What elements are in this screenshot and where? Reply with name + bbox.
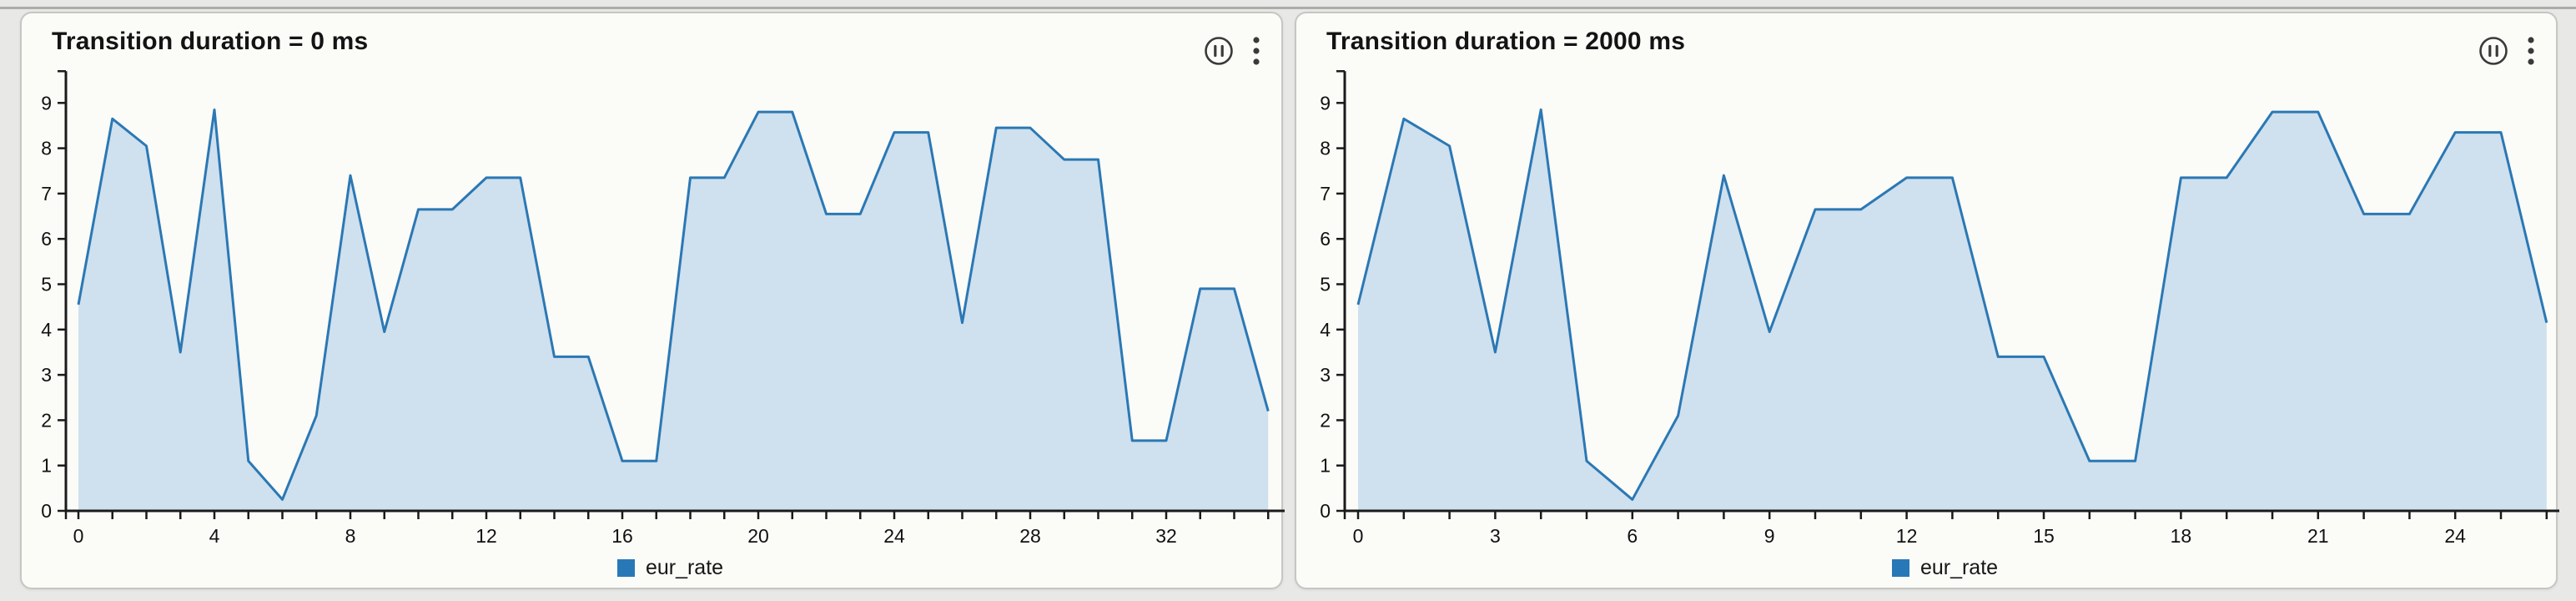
legend: eur_rate <box>68 556 1273 580</box>
svg-text:4: 4 <box>1320 319 1331 341</box>
chart-panel-0: 0 1 2 3 4 5 6 7 8 9 0 4 8 12 16 20 24 28 32 Transition dur… <box>20 12 1285 589</box>
svg-text:0: 0 <box>41 500 52 522</box>
svg-text:8: 8 <box>1320 138 1331 159</box>
svg-text:3: 3 <box>41 364 52 386</box>
panel-toolbar <box>2478 33 2538 68</box>
svg-text:3: 3 <box>1320 364 1331 386</box>
svg-text:7: 7 <box>1320 183 1331 205</box>
legend-swatch <box>1891 559 1909 577</box>
svg-text:18: 18 <box>2171 525 2192 547</box>
svg-text:5: 5 <box>1320 274 1331 295</box>
svg-text:9: 9 <box>1764 525 1775 547</box>
pause-circle-icon <box>2479 37 2508 65</box>
legend: eur_rate <box>1342 556 2548 580</box>
svg-text:2: 2 <box>1320 409 1331 431</box>
menu-button[interactable] <box>1250 33 1263 68</box>
svg-text:12: 12 <box>475 525 497 547</box>
svg-text:16: 16 <box>611 525 633 547</box>
svg-text:6: 6 <box>1320 228 1331 250</box>
svg-text:8: 8 <box>41 138 52 159</box>
svg-text:0: 0 <box>1320 500 1331 522</box>
svg-text:0: 0 <box>1353 525 1364 547</box>
legend-swatch <box>616 559 635 577</box>
svg-text:8: 8 <box>345 525 356 547</box>
kebab-menu-icon <box>1253 37 1260 65</box>
chart-panel-1: 0 1 2 3 4 5 6 7 8 9 0 3 6 9 12 15 18 21 24 Transition dura… <box>1295 12 2559 589</box>
svg-text:2: 2 <box>41 409 52 431</box>
svg-text:15: 15 <box>2033 525 2055 547</box>
svg-text:28: 28 <box>1019 525 1041 547</box>
pause-button[interactable] <box>1203 35 1235 67</box>
svg-text:6: 6 <box>1627 525 1638 547</box>
pause-button[interactable] <box>2478 35 2509 67</box>
legend-label: eur_rate <box>645 556 724 579</box>
svg-text:7: 7 <box>41 183 52 205</box>
svg-text:3: 3 <box>1490 525 1501 547</box>
svg-text:6: 6 <box>41 228 52 250</box>
svg-text:0: 0 <box>73 525 84 547</box>
svg-text:32: 32 <box>1155 525 1177 547</box>
svg-text:5: 5 <box>41 274 52 295</box>
svg-text:20: 20 <box>747 525 769 547</box>
pause-circle-icon <box>1205 37 1233 65</box>
svg-text:1: 1 <box>1320 455 1331 477</box>
top-divider <box>0 7 2576 9</box>
svg-text:4: 4 <box>41 319 52 341</box>
panel-title: Transition duration = 2000 ms <box>1326 28 1686 55</box>
panel-title: Transition duration = 0 ms <box>52 28 369 55</box>
svg-text:21: 21 <box>2307 525 2329 547</box>
svg-text:9: 9 <box>1320 92 1331 114</box>
svg-text:1: 1 <box>41 455 52 477</box>
menu-button[interactable] <box>2524 33 2538 68</box>
svg-text:24: 24 <box>2444 525 2466 547</box>
kebab-menu-icon <box>2528 37 2534 65</box>
svg-text:24: 24 <box>883 525 905 547</box>
panel-toolbar <box>1203 33 1263 68</box>
svg-text:9: 9 <box>41 92 52 114</box>
svg-text:12: 12 <box>1896 525 1918 547</box>
svg-text:4: 4 <box>209 525 220 547</box>
legend-label: eur_rate <box>1919 556 1999 579</box>
